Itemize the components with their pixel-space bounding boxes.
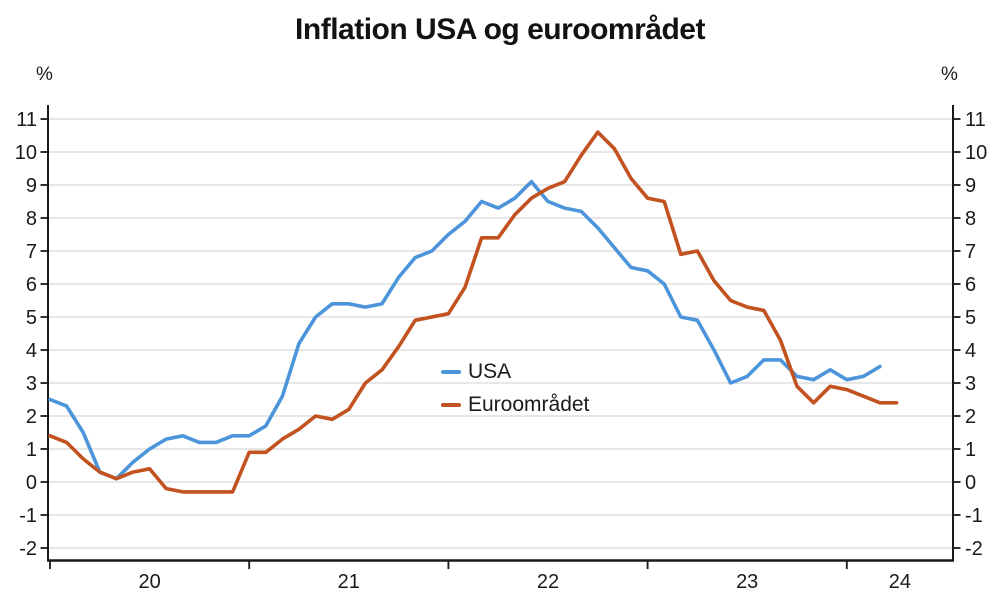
y-tick-label-left: 10	[15, 142, 37, 164]
y-tick-label-right: 7	[965, 241, 976, 263]
y-tick-label-left: 0	[26, 472, 37, 494]
chart-title: Inflation USA og euroområdet	[295, 13, 705, 46]
euroomradet-line	[48, 130, 899, 494]
x-tick-label: 23	[736, 571, 758, 593]
usa-line	[48, 179, 882, 481]
euroomradet-line-swatch	[441, 402, 461, 407]
y-tick-label-left: 3	[26, 373, 37, 395]
y-tick-label-left: 7	[26, 241, 37, 263]
x-tick-label: 24	[889, 571, 911, 593]
chart-legend: USA Euroområdet	[441, 355, 589, 421]
y-tick-label-right: 2	[965, 406, 976, 428]
y-tick-label-left: 8	[26, 208, 37, 230]
y-axis-unit-right: %	[941, 64, 958, 85]
y-tick-label-right: 1	[965, 439, 976, 461]
y-tick-label-left: 11	[16, 109, 37, 131]
y-tick-label-right: 8	[965, 208, 976, 230]
y-tick-label-left: 2	[26, 406, 37, 428]
legend-item-euroomradet: Euroområdet	[441, 388, 589, 421]
usa-line-swatch	[441, 369, 461, 374]
y-tick-label-right: 0	[965, 472, 976, 494]
y-tick-label-left: -1	[19, 505, 37, 527]
y-tick-label-right: 3	[965, 373, 976, 395]
x-tick-label: 21	[338, 571, 360, 593]
y-tick-label-left: 9	[26, 175, 37, 197]
legend-item-usa: USA	[441, 355, 589, 388]
legend-label-euroomradet: Euroområdet	[468, 393, 590, 416]
y-tick-label-right: 6	[965, 274, 976, 296]
y-tick-label-right: 5	[965, 307, 976, 329]
y-tick-label-left: 4	[26, 340, 37, 362]
y-tick-label-right: 11	[965, 109, 986, 131]
y-tick-label-left: -2	[19, 538, 37, 560]
x-tick-label: 20	[138, 571, 160, 593]
y-tick-label-right: -1	[965, 505, 983, 527]
y-tick-label-right: 9	[965, 175, 976, 197]
y-tick-label-right: 10	[965, 142, 987, 164]
y-tick-label-left: 6	[26, 274, 37, 296]
y-tick-label-right: -2	[965, 538, 983, 560]
y-tick-label-left: 5	[26, 307, 37, 329]
y-tick-label-left: 1	[26, 439, 37, 461]
y-tick-label-right: 4	[965, 340, 976, 362]
y-axis-unit-left: %	[36, 64, 53, 85]
legend-label-usa: USA	[468, 360, 512, 383]
x-tick-label: 22	[537, 571, 559, 593]
